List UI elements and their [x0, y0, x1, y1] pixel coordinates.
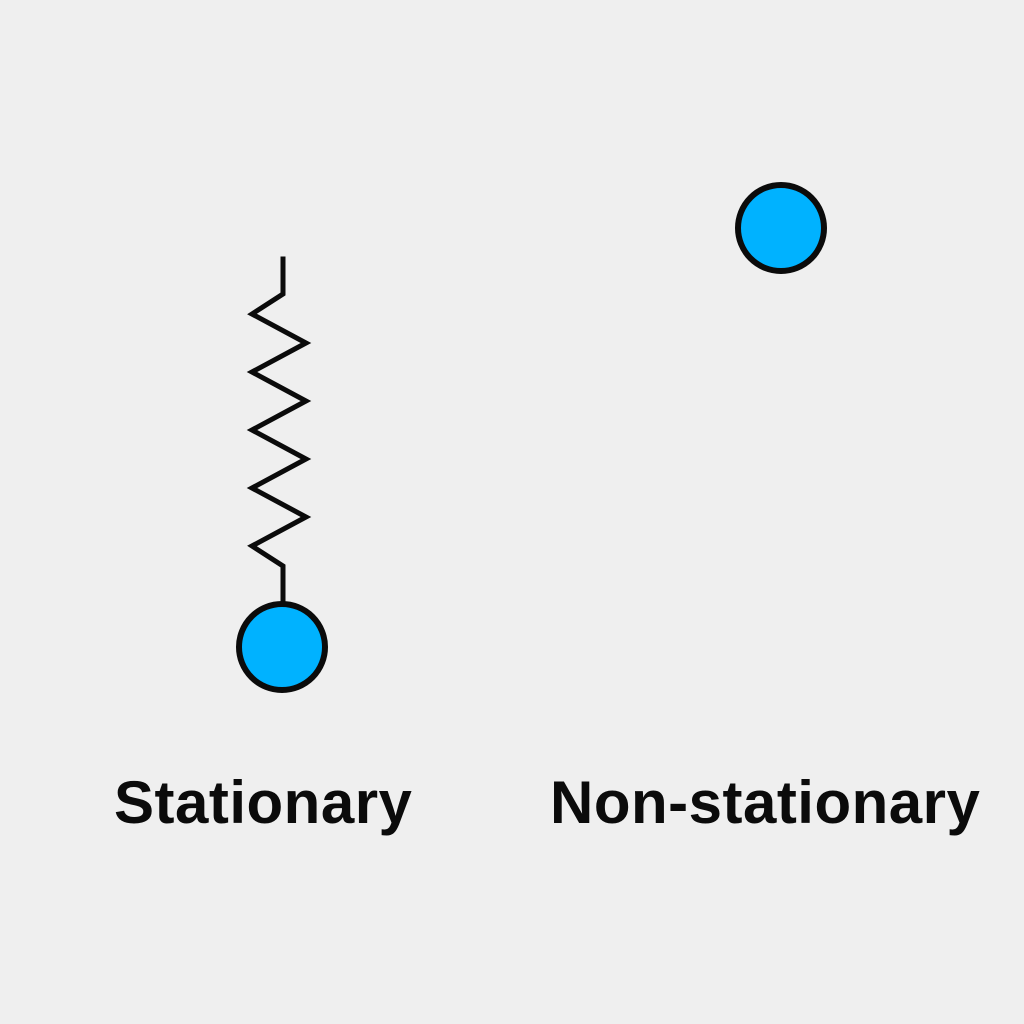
ball-icon	[236, 601, 328, 693]
non-stationary-label: Non-stationary	[550, 769, 981, 836]
stationary-figure	[236, 256, 328, 693]
non-stationary-figure	[735, 182, 827, 274]
spring-icon	[246, 256, 312, 607]
free-ball-icon	[735, 182, 827, 274]
stationary-label: Stationary	[114, 769, 413, 836]
